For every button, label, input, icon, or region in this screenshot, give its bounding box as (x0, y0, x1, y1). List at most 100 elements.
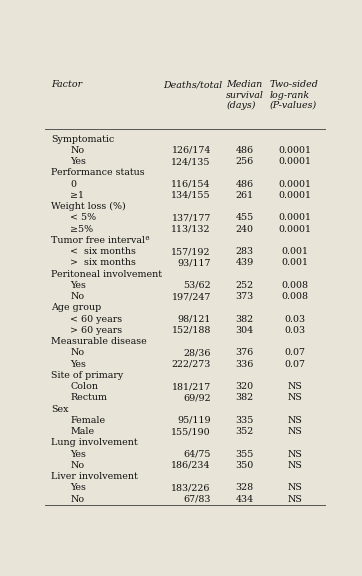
Text: 304: 304 (235, 326, 253, 335)
Text: Yes: Yes (71, 281, 87, 290)
Text: 155/190: 155/190 (171, 427, 211, 436)
Text: 0.001: 0.001 (281, 258, 308, 267)
Text: 0.008: 0.008 (281, 281, 308, 290)
Text: Colon: Colon (71, 382, 98, 391)
Text: NS: NS (287, 393, 302, 402)
Text: 382: 382 (235, 393, 253, 402)
Text: 336: 336 (235, 359, 254, 369)
Text: 0.0001: 0.0001 (278, 146, 311, 155)
Text: 0.03: 0.03 (285, 326, 306, 335)
Text: Yes: Yes (71, 483, 87, 492)
Text: Rectum: Rectum (71, 393, 108, 402)
Text: Symptomatic: Symptomatic (51, 135, 114, 143)
Text: 64/75: 64/75 (183, 449, 211, 458)
Text: 0: 0 (71, 180, 76, 188)
Text: 0.0001: 0.0001 (278, 180, 311, 188)
Text: 157/192: 157/192 (171, 247, 211, 256)
Text: 0.0001: 0.0001 (278, 157, 311, 166)
Text: 335: 335 (235, 416, 254, 425)
Text: 240: 240 (235, 225, 253, 233)
Text: Weight loss (%): Weight loss (%) (51, 202, 126, 211)
Text: > 60 years: > 60 years (71, 326, 123, 335)
Text: 439: 439 (235, 258, 253, 267)
Text: NS: NS (287, 382, 302, 391)
Text: 181/217: 181/217 (172, 382, 211, 391)
Text: 98/121: 98/121 (177, 314, 211, 324)
Text: 197/247: 197/247 (171, 292, 211, 301)
Text: >  six months: > six months (71, 258, 136, 267)
Text: 252: 252 (235, 281, 253, 290)
Text: Two-sided
log-rank
(P-values): Two-sided log-rank (P-values) (270, 80, 319, 110)
Text: 455: 455 (235, 213, 253, 222)
Text: 124/135: 124/135 (171, 157, 211, 166)
Text: 69/92: 69/92 (183, 393, 211, 402)
Text: 486: 486 (235, 146, 253, 155)
Text: 0.001: 0.001 (281, 247, 308, 256)
Text: 0.008: 0.008 (281, 292, 308, 301)
Text: 67/83: 67/83 (183, 495, 211, 503)
Text: < 60 years: < 60 years (71, 314, 123, 324)
Text: 28/36: 28/36 (183, 348, 211, 357)
Text: No: No (71, 292, 85, 301)
Text: Peritoneal involvement: Peritoneal involvement (51, 270, 162, 279)
Text: NS: NS (287, 427, 302, 436)
Text: 186/234: 186/234 (171, 461, 211, 470)
Text: No: No (71, 461, 85, 470)
Text: No: No (71, 348, 85, 357)
Text: 261: 261 (235, 191, 253, 200)
Text: 0.0001: 0.0001 (278, 225, 311, 233)
Text: 0.07: 0.07 (285, 348, 306, 357)
Text: 382: 382 (235, 314, 253, 324)
Text: Tumor free intervalª: Tumor free intervalª (51, 236, 150, 245)
Text: 93/117: 93/117 (177, 258, 211, 267)
Text: Male: Male (71, 427, 94, 436)
Text: Factor: Factor (51, 80, 82, 89)
Text: No: No (71, 146, 85, 155)
Text: Deaths/total: Deaths/total (163, 80, 222, 89)
Text: 283: 283 (235, 247, 253, 256)
Text: Yes: Yes (71, 449, 87, 458)
Text: No: No (71, 495, 85, 503)
Text: 0.03: 0.03 (285, 314, 306, 324)
Text: <  six months: < six months (71, 247, 136, 256)
Text: Liver involvement: Liver involvement (51, 472, 138, 481)
Text: Measurable disease: Measurable disease (51, 337, 147, 346)
Text: 0.07: 0.07 (285, 359, 306, 369)
Text: 355: 355 (235, 449, 254, 458)
Text: 113/132: 113/132 (171, 225, 211, 233)
Text: 320: 320 (235, 382, 253, 391)
Text: Yes: Yes (71, 157, 87, 166)
Text: 373: 373 (235, 292, 253, 301)
Text: NS: NS (287, 483, 302, 492)
Text: NS: NS (287, 461, 302, 470)
Text: 486: 486 (235, 180, 253, 188)
Text: 328: 328 (235, 483, 253, 492)
Text: 222/273: 222/273 (171, 359, 211, 369)
Text: 95/119: 95/119 (177, 416, 211, 425)
Text: ≥5%: ≥5% (71, 225, 94, 233)
Text: 434: 434 (235, 495, 253, 503)
Text: 376: 376 (235, 348, 253, 357)
Text: ≥1: ≥1 (71, 191, 84, 200)
Text: 350: 350 (235, 461, 253, 470)
Text: 352: 352 (235, 427, 253, 436)
Text: 53/62: 53/62 (183, 281, 211, 290)
Text: 256: 256 (235, 157, 253, 166)
Text: 0.0001: 0.0001 (278, 191, 311, 200)
Text: NS: NS (287, 449, 302, 458)
Text: Performance status: Performance status (51, 168, 144, 177)
Text: 0.0001: 0.0001 (278, 213, 311, 222)
Text: Age group: Age group (51, 304, 101, 312)
Text: 116/154: 116/154 (171, 180, 211, 188)
Text: NS: NS (287, 416, 302, 425)
Text: Lung involvement: Lung involvement (51, 438, 138, 448)
Text: Sex: Sex (51, 404, 68, 414)
Text: NS: NS (287, 495, 302, 503)
Text: Yes: Yes (71, 359, 87, 369)
Text: Site of primary: Site of primary (51, 371, 123, 380)
Text: < 5%: < 5% (71, 213, 97, 222)
Text: Median
survival
(days): Median survival (days) (226, 80, 264, 110)
Text: 134/155: 134/155 (171, 191, 211, 200)
Text: 126/174: 126/174 (171, 146, 211, 155)
Text: 152/188: 152/188 (171, 326, 211, 335)
